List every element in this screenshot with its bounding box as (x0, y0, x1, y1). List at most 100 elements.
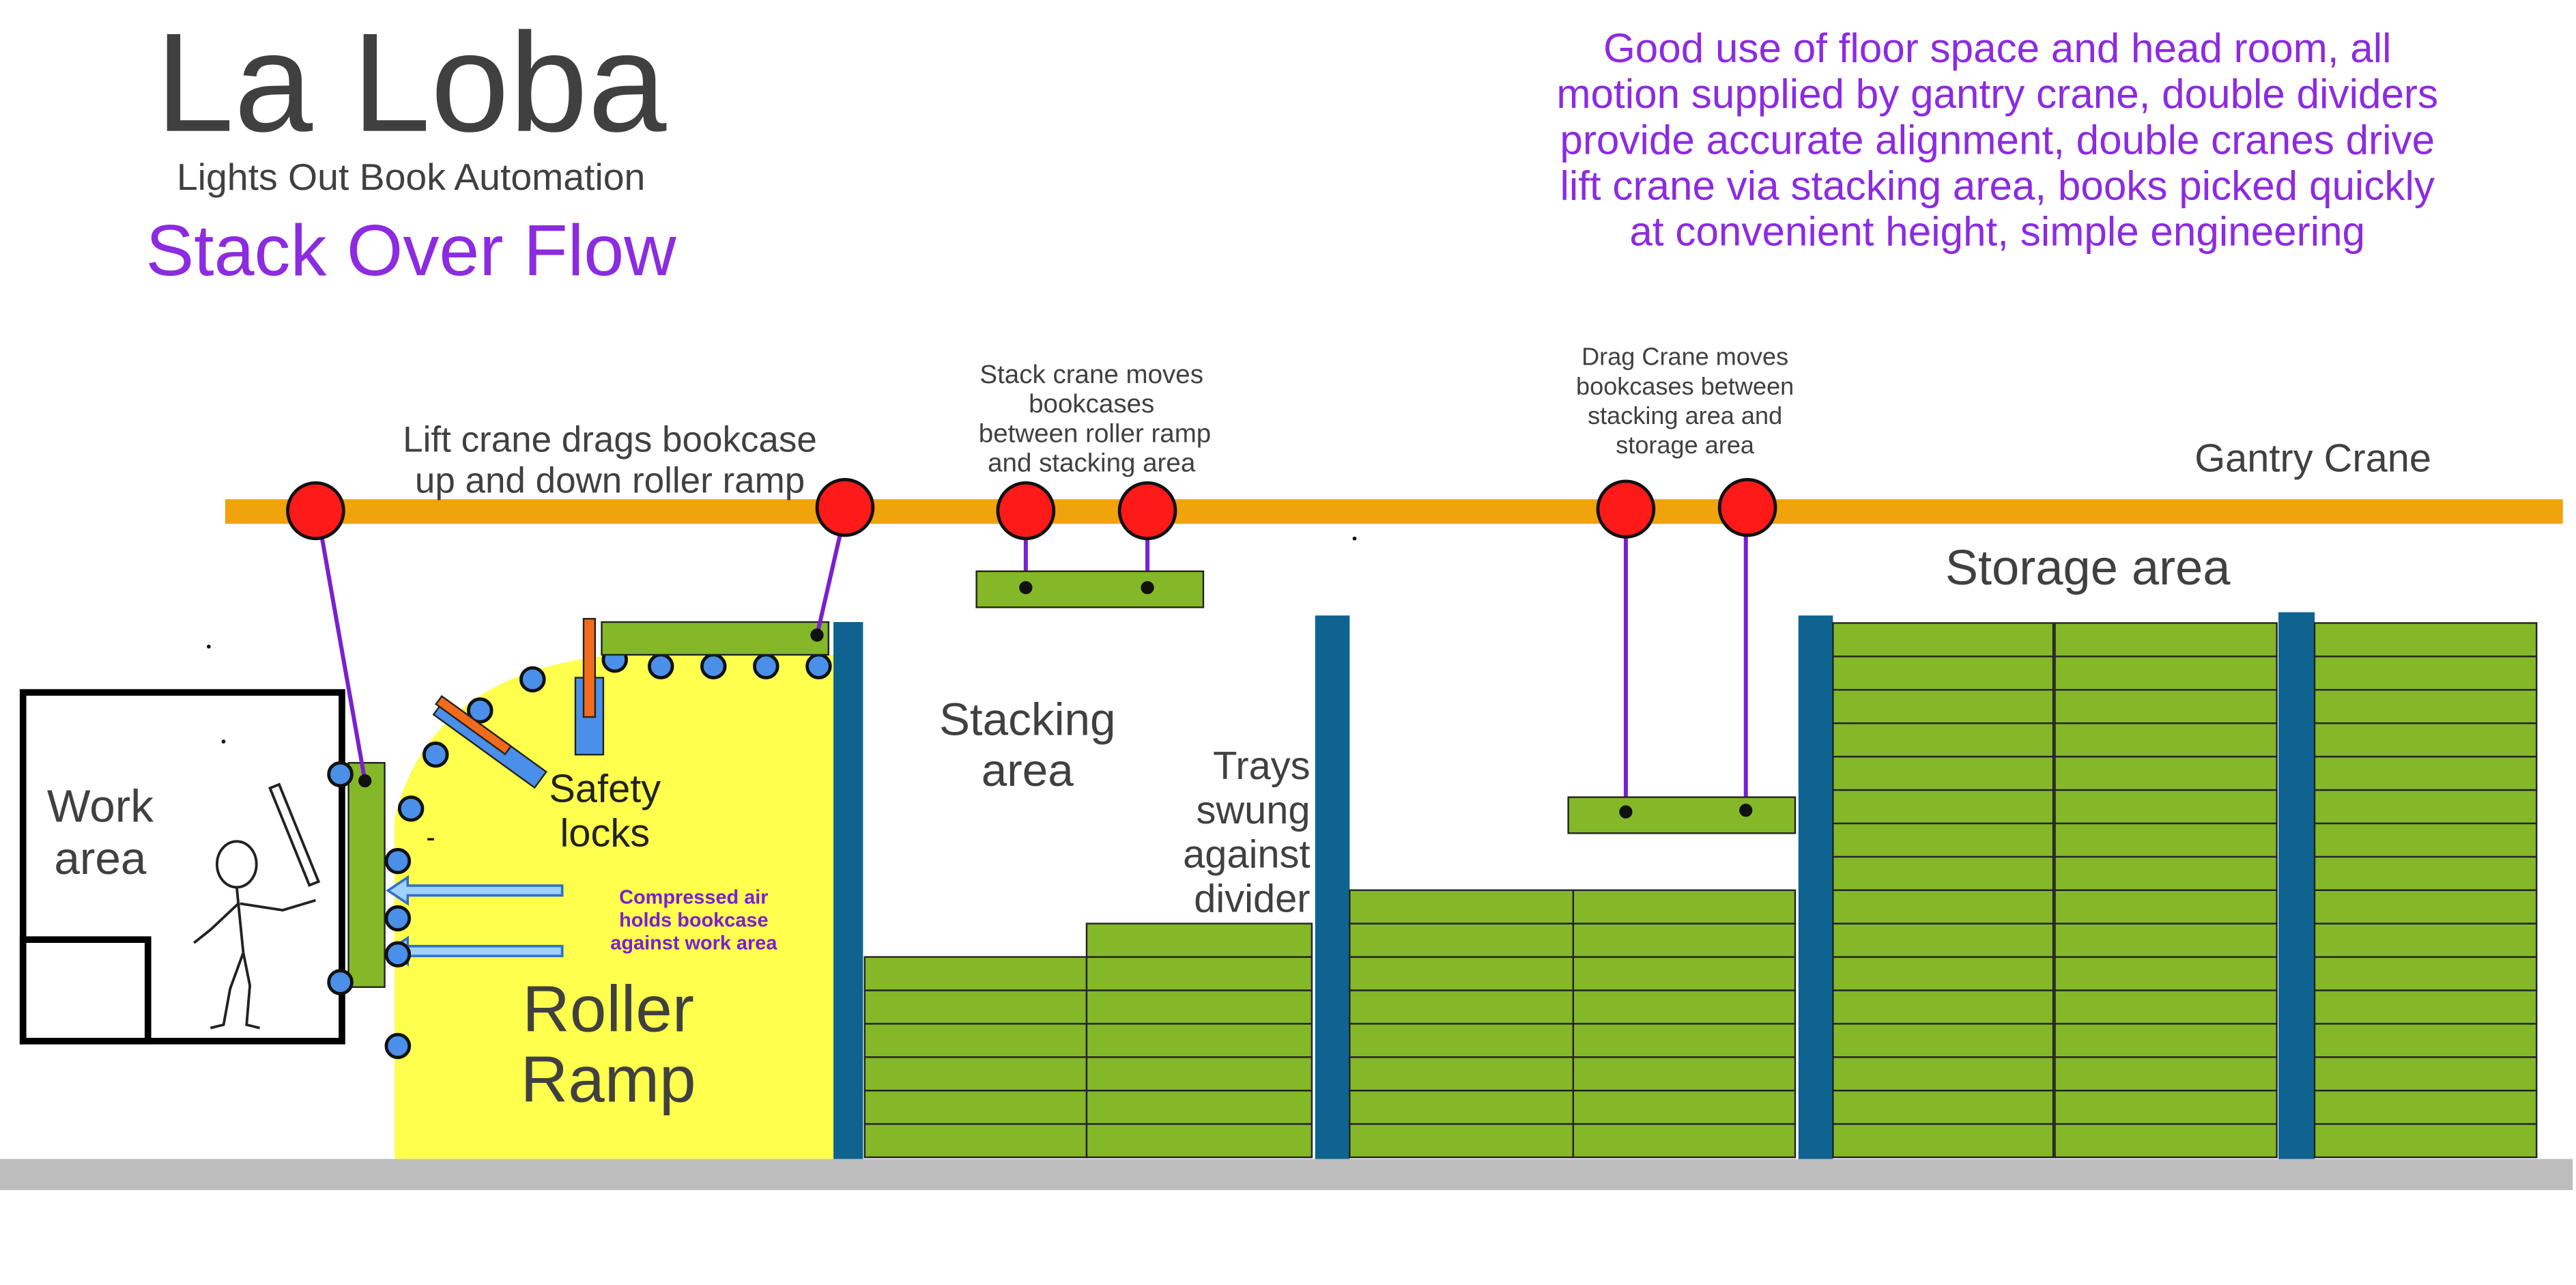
work-area-label: Work (47, 781, 154, 832)
tray (1832, 822, 2055, 858)
drag-crane-label: Drag Crane moves bookcases between stack… (1576, 343, 1794, 459)
divider (833, 622, 863, 1159)
drag-crane-line: stacking area and (1588, 401, 1782, 429)
tray (1349, 956, 1575, 991)
tray (2054, 922, 2278, 958)
tray (1349, 1089, 1575, 1125)
tray (2313, 1056, 2538, 1092)
compressed-air-label: Compressed air holds bookcase against wo… (610, 886, 777, 954)
tray (2313, 1122, 2538, 1159)
drag-crane-trolley (1717, 478, 1777, 537)
stacking-area-label: area (982, 745, 1074, 796)
tray (863, 1122, 1088, 1159)
summary-line: motion supplied by gantry crane, double … (1556, 71, 2438, 117)
roller (753, 653, 779, 679)
subtitle: Lights Out Book Automation (177, 156, 645, 198)
tray (2313, 655, 2538, 691)
work-area-box (19, 689, 345, 1045)
tray (1832, 1056, 2055, 1092)
tray (2313, 1089, 2538, 1125)
tray (1349, 989, 1575, 1025)
tray (1085, 1122, 1313, 1159)
compressed-air-line: Compressed air (619, 886, 768, 908)
tray (863, 989, 1088, 1025)
bookcase-at-work-area (347, 762, 386, 988)
tagline: Stack Over Flow (145, 210, 676, 291)
divider (1798, 615, 1833, 1159)
tray (2313, 789, 2538, 825)
tray (2054, 655, 2278, 691)
tray (1572, 889, 1797, 924)
tray (1832, 789, 2055, 825)
compressed-air-line: against work area (610, 933, 777, 955)
air-arrow (386, 875, 564, 906)
tray (1572, 1122, 1797, 1159)
roller (384, 905, 412, 932)
tray (1572, 1089, 1797, 1125)
trays-swung-line: divider (1194, 877, 1310, 920)
summary-line: provide accurate alignment, double crane… (1560, 117, 2435, 163)
tray (1832, 689, 2055, 724)
tray (1832, 1023, 2055, 1058)
tray (1832, 1122, 2055, 1159)
tray (2313, 956, 2538, 991)
safety-locks-label: Safety (549, 767, 661, 811)
summary-line: at convenient height, simple engineering (1629, 209, 2365, 255)
tray (1832, 856, 2055, 891)
summary-text: Good use of floor space and head room, a… (1556, 25, 2438, 254)
stack-crane-line: and stacking area (988, 449, 1196, 478)
tray (1085, 1089, 1313, 1125)
gantry-crane-label: Gantry Crane (2194, 437, 2431, 481)
safety-locks-label: locks (560, 812, 650, 856)
tray (2054, 822, 2278, 858)
roller-ramp-label: Roller (522, 973, 694, 1046)
tray (2054, 989, 2278, 1025)
tray (1832, 1089, 2055, 1125)
tray (1572, 956, 1797, 991)
tray (1085, 1023, 1313, 1058)
tray (2313, 1023, 2538, 1058)
tray (1572, 1023, 1797, 1058)
tray (1085, 1056, 1313, 1092)
roller (327, 761, 354, 788)
tray (2054, 1089, 2278, 1125)
tray (1832, 622, 2055, 658)
tray (2313, 989, 2538, 1025)
tray (2054, 1023, 2278, 1058)
tray (2313, 689, 2538, 724)
tray (2054, 689, 2278, 724)
ramp-rollers (327, 646, 832, 1060)
tray (2054, 722, 2278, 758)
divider (1315, 615, 1350, 1159)
tray (1085, 922, 1313, 958)
drag-crane-tray (1567, 796, 1797, 834)
tray (1832, 889, 2055, 924)
cable-hooks (358, 628, 824, 788)
tray (863, 1023, 1088, 1058)
work-area-table (19, 936, 152, 1045)
tray (2313, 755, 2538, 791)
trays-swung-line: against (1183, 833, 1310, 877)
compressed-air-line: holds bookcase (619, 909, 768, 931)
worker-figure (192, 782, 321, 1030)
trays-swung-label: Trays swung against divider (1183, 744, 1310, 920)
tray (2313, 722, 2538, 758)
tray-stacks (863, 622, 2538, 1159)
divider (2278, 612, 2315, 1159)
stack-crane-label: Stack crane moves bookcases between roll… (979, 360, 1211, 477)
stray-marks (206, 536, 1357, 841)
drag-crane-line: bookcases between (1576, 372, 1794, 400)
tray (2054, 755, 2278, 791)
roller (647, 653, 674, 679)
trays-swung-line: Trays (1213, 744, 1310, 788)
roller (384, 847, 412, 875)
tray (863, 1089, 1088, 1125)
stack-crane-trolley (1117, 481, 1177, 541)
roller (384, 1032, 412, 1060)
tray (1832, 755, 2055, 791)
tray (2313, 822, 2538, 858)
storage-area-label: Storage area (1945, 541, 2231, 595)
tray (863, 956, 1088, 991)
roller (327, 969, 354, 995)
